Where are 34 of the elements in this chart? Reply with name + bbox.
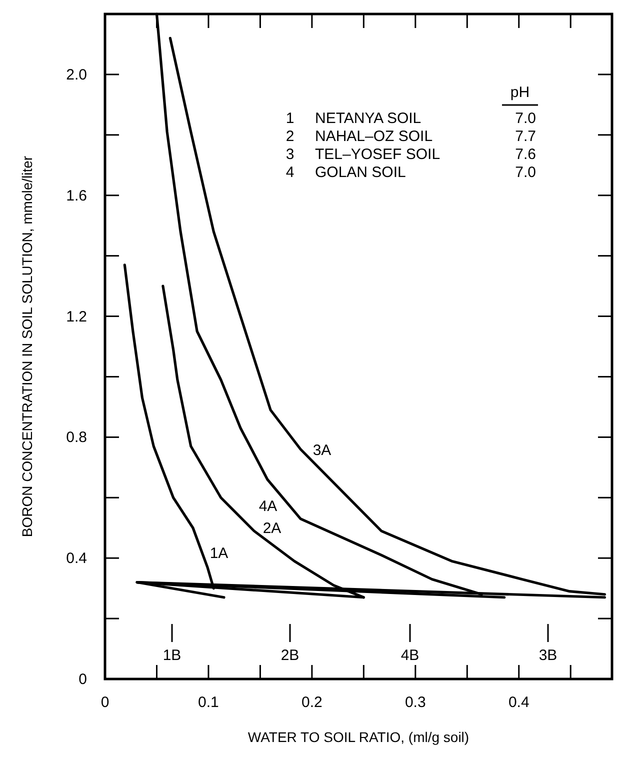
annotation: 2 (286, 128, 294, 145)
y-tick-label: 0.4 (66, 550, 87, 568)
series-label: 4A (258, 498, 278, 515)
annotation: 7.6 (515, 146, 536, 163)
annotation: 4 (286, 164, 294, 181)
annotation: NAHAL–OZ SOIL (315, 128, 433, 145)
legend-label: 1B (162, 647, 182, 664)
x-tick-label: 0.1 (198, 694, 219, 711)
series-label: 3A (312, 442, 332, 459)
y-axis-title: BORON CONCENTRATION IN SOIL SOLUTION, mmole/liter (19, 156, 35, 538)
x-tick-label: 0 (100, 694, 110, 711)
annotation: 3 (286, 146, 294, 163)
legend-label: 3B (538, 647, 558, 664)
x-tick-label: 0.4 (508, 694, 530, 711)
annotation: 1 (286, 110, 294, 127)
annotation: 7.0 (515, 164, 536, 181)
y-tick-label: 1.6 (66, 187, 87, 204)
x-tick-label: 0.2 (302, 694, 322, 711)
y-tick-label: 0 (78, 671, 87, 688)
legend-label: 4B (400, 647, 420, 664)
annotation: TEL–YOSEF SOIL (315, 146, 440, 163)
annotation: pH (510, 84, 530, 101)
series-label: 1A (210, 545, 228, 562)
legend-label: 2B (280, 647, 300, 664)
y-tick-label: 0.8 (66, 429, 87, 446)
y-tick-label: 2.0 (66, 66, 87, 84)
annotation: 7.0 (515, 110, 536, 127)
x-tick-label: 0.3 (404, 694, 426, 711)
annotation: NETANYA SOIL (315, 110, 422, 127)
series-label: 2A (262, 520, 282, 537)
annotation: GOLAN SOIL (315, 164, 406, 181)
y-tick-label: 1.2 (66, 308, 87, 326)
annotation: 7.7 (515, 128, 536, 145)
x-axis-title: WATER TO SOIL RATIO, (ml/g soil) (248, 729, 470, 745)
